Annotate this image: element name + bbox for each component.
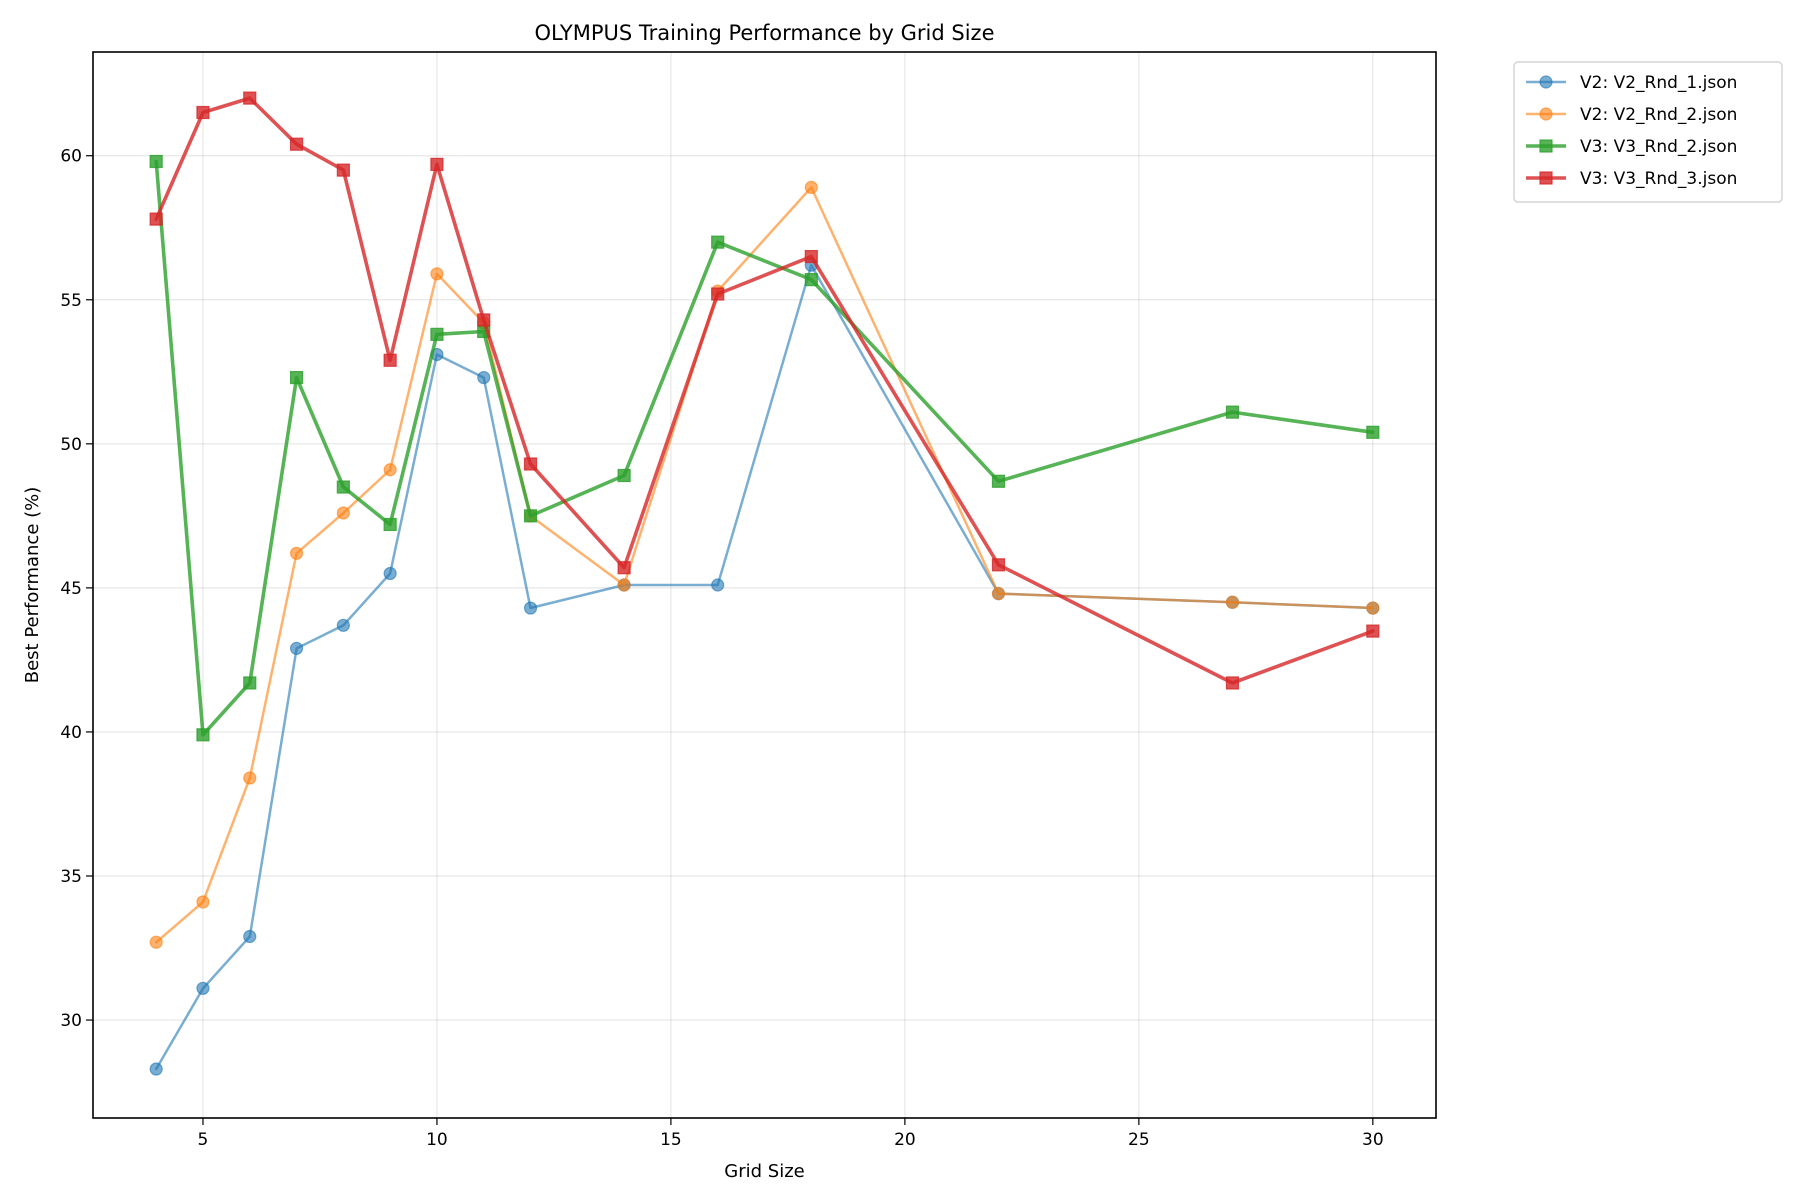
data-point [196, 981, 210, 995]
data-point [711, 287, 725, 301]
legend-item: V3: V3_Rnd_3.json [1526, 169, 1737, 189]
data-point [711, 578, 725, 592]
x-tick-label: 15 [660, 1130, 682, 1150]
legend-box [1513, 61, 1783, 203]
data-point [1366, 425, 1380, 439]
x-axis-label: Grid Size [724, 1161, 804, 1182]
data-point [523, 509, 538, 523]
plot-frame [92, 51, 1437, 1119]
legend-marker [1539, 139, 1553, 153]
data-point [196, 105, 210, 120]
data-point [383, 566, 397, 581]
legend-item: V2: V2_Rnd_2.json [1526, 105, 1737, 125]
y-tick-label: 30 [60, 1011, 82, 1031]
data-point [243, 91, 257, 105]
data-point [711, 235, 725, 249]
data-point [243, 771, 257, 785]
data-point [336, 618, 350, 632]
y-tick-label: 45 [60, 579, 82, 599]
data-point [430, 327, 444, 341]
x-tick-label: 20 [894, 1130, 916, 1150]
data-point [149, 212, 163, 226]
x-tick-label: 25 [1128, 1130, 1150, 1150]
data-point [289, 546, 304, 560]
data-point [383, 353, 397, 367]
data-point [149, 154, 163, 169]
y-tick-label: 40 [60, 723, 82, 743]
data-point [617, 561, 631, 575]
series-layer [149, 91, 1380, 1076]
data-point [196, 728, 210, 742]
legend-item: V2: V2_Rnd_1.json [1526, 73, 1737, 93]
axes: 5 10 15 20 25 30 30 35 40 45 50 55 60 [60, 147, 1383, 1150]
data-point [1366, 601, 1380, 615]
data-point [1225, 595, 1240, 609]
series-3 [149, 154, 1380, 742]
legend-label: V3: V3_Rnd_3.json [1580, 169, 1737, 189]
data-point [617, 578, 631, 592]
data-point [617, 468, 631, 483]
y-tick-label: 35 [60, 867, 82, 887]
data-point [1366, 624, 1380, 638]
data-point [430, 267, 444, 281]
data-point [289, 641, 304, 655]
x-tick-label: 10 [426, 1130, 448, 1150]
legend-item: V3: V3_Rnd_2.json [1526, 137, 1737, 157]
data-point [430, 157, 444, 171]
data-point [523, 601, 538, 615]
legend-marker [1539, 171, 1553, 185]
y-tick-label: 55 [60, 291, 82, 311]
data-point [243, 676, 257, 690]
legend-label: V2: V2_Rnd_1.json [1580, 73, 1737, 93]
data-point [804, 180, 818, 195]
data-point [289, 137, 304, 151]
y-tick-label: 50 [60, 435, 82, 455]
data-point [336, 480, 350, 494]
legend-label: V3: V3_Rnd_2.json [1580, 137, 1737, 157]
y-tick-label: 60 [60, 147, 82, 167]
data-point [149, 935, 163, 949]
data-point [336, 163, 350, 177]
y-axis-label: Best Performance (%) [22, 487, 43, 684]
x-tick-label: 5 [198, 1130, 209, 1150]
x-tick-label: 30 [1362, 1130, 1384, 1150]
data-point [477, 313, 491, 327]
data-point [243, 929, 257, 944]
legend-marker [1539, 107, 1553, 121]
legend-marker [1539, 75, 1553, 89]
data-point [1225, 676, 1240, 690]
legend-label: V2: V2_Rnd_2.json [1580, 105, 1737, 125]
data-point [336, 506, 350, 520]
data-point [991, 474, 1006, 488]
data-point [991, 587, 1006, 601]
data-point [289, 370, 304, 385]
legend: V2: V2_Rnd_1.json V2: V2_Rnd_2.json V3: V3… [1513, 61, 1783, 203]
data-point [149, 1062, 163, 1076]
data-point [804, 249, 818, 264]
data-point [383, 517, 397, 532]
data-point [804, 273, 818, 287]
series-4 [149, 91, 1380, 690]
chart-title: OLYMPUS Training Performance by Grid Siz… [534, 21, 994, 45]
data-point [523, 457, 538, 471]
data-point [196, 895, 210, 909]
data-point [383, 463, 397, 477]
data-point [1225, 405, 1240, 419]
data-point [477, 370, 491, 385]
data-point [991, 558, 1006, 572]
